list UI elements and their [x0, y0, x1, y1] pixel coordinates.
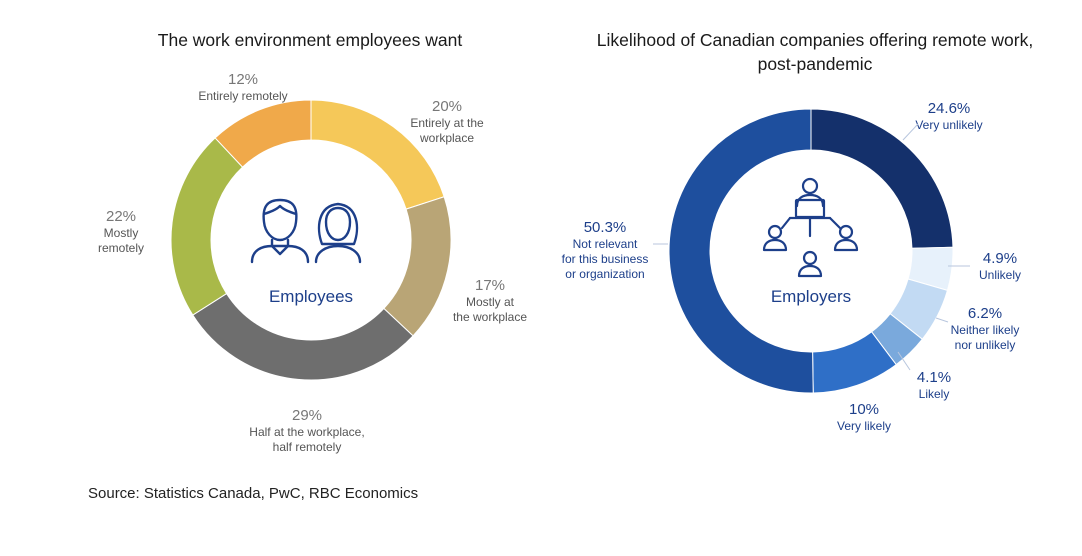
leader-very-unlikely: [902, 123, 919, 141]
employers-category-label-unlikely: Unlikely: [979, 268, 1021, 282]
employers-category-label-not-relevant-for-this-business-or-organization-line-2: for this business: [562, 252, 649, 266]
employees-value-label-mostly-remotely: 22%: [106, 208, 136, 225]
employees-category-label-mostly-remotely: Mostly: [104, 226, 139, 240]
employees-value-label-mostly-at-the-workplace: 17%: [475, 277, 505, 294]
employees-center-label: Employees: [269, 287, 353, 306]
employees-category-label-mostly-remotely-line-2: remotely: [98, 241, 144, 255]
employers-category-label-neither-likely-nor-unlikely: Neither likely: [951, 323, 1020, 337]
employees-category-label-mostly-at-the-workplace-line-2: the workplace: [453, 310, 527, 324]
employers-icon: [762, 177, 859, 278]
employers-value-label-likely: 4.1%: [917, 369, 951, 386]
employees-slice-half-at-the-workplace-half-remotely: [192, 292, 414, 381]
employees-category-label-entirely-remotely: Entirely remotely: [198, 89, 287, 103]
employers-value-label-very-unlikely: 24.6%: [928, 100, 971, 117]
employees-slice-mostly-remotely: [170, 137, 244, 316]
employers-slice-not-relevant-for-this-business-or-organization: [668, 108, 814, 394]
employees-value-label-entirely-remotely: 12%: [228, 71, 258, 88]
employers-value-label-unlikely: 4.9%: [983, 250, 1017, 267]
left-donut-labels: 12%Entirely remotely 20%Entirely at thewo…: [98, 71, 527, 454]
employees-slice-mostly-at-the-workplace: [383, 196, 452, 337]
leader-neither: [935, 317, 949, 323]
employees-value-label-half-at-the-workplace-half-remotely: 29%: [292, 407, 322, 424]
employees-icon: [250, 198, 362, 264]
employers-center-label: Employers: [771, 287, 851, 306]
employees-category-label-mostly-at-the-workplace: Mostly at: [466, 295, 515, 309]
right-donut-chart: [668, 108, 954, 394]
employees-slice-entirely-remotely: [214, 99, 312, 168]
employees-category-label-entirely-at-the-workplace-line-2: workplace: [419, 131, 474, 145]
employers-value-label-very-likely: 10%: [849, 401, 879, 418]
employers-category-label-likely: Likely: [919, 387, 950, 401]
employers-value-label-not-relevant-for-this-business-or-organization: 50.3%: [584, 219, 627, 236]
left-chart-title: The work environment employees want: [157, 30, 463, 50]
left-donut-chart: [170, 99, 452, 381]
right-donut-labels: 24.6%Very unlikely 4.9%Unlikely 6.2%Neithe…: [562, 100, 1021, 433]
employers-category-label-very-unlikely: Very unlikely: [915, 118, 982, 132]
employers-category-label-very-likely: Very likely: [837, 419, 891, 433]
employees-value-label-entirely-at-the-workplace: 20%: [432, 98, 462, 115]
employees-category-label-entirely-at-the-workplace: Entirely at the: [410, 116, 484, 130]
leader-likely: [897, 351, 911, 371]
employees-category-label-half-at-the-workplace-half-remotely: Half at the workplace,: [249, 425, 364, 439]
employers-category-label-not-relevant-for-this-business-or-organization-line-3: or organization: [565, 267, 644, 281]
right-chart-title: Likelihood of Canadian companies offerin…: [596, 30, 1034, 74]
employers-category-label-neither-likely-nor-unlikely-line-2: nor unlikely: [955, 338, 1016, 352]
employers-category-label-not-relevant-for-this-business-or-organization: Not relevant: [573, 237, 638, 251]
source-note: Source: Statistics Canada, PwC, RBC Econ…: [88, 485, 419, 502]
employers-value-label-neither-likely-nor-unlikely: 6.2%: [968, 305, 1002, 322]
employees-category-label-half-at-the-workplace-half-remotely-line-2: half remotely: [273, 440, 342, 454]
